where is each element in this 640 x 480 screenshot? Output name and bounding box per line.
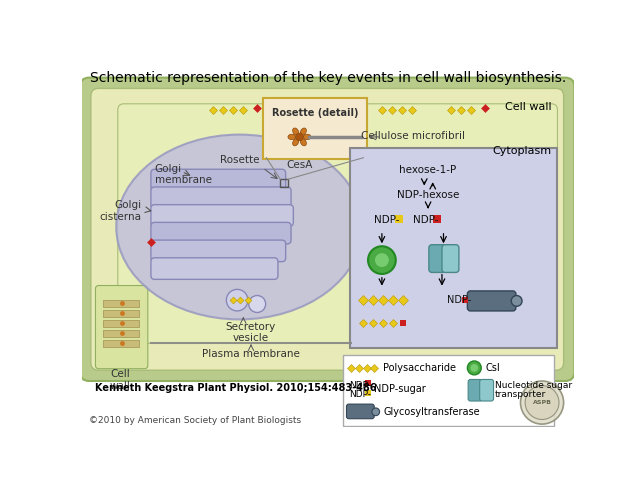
FancyBboxPatch shape [480, 380, 493, 401]
FancyBboxPatch shape [467, 291, 516, 311]
Text: Nucleotide sugar: Nucleotide sugar [495, 381, 572, 390]
Text: Cell
wall: Cell wall [109, 370, 131, 391]
Text: NDP-: NDP- [374, 216, 400, 226]
FancyBboxPatch shape [151, 169, 285, 191]
Text: Plasma membrane: Plasma membrane [202, 348, 300, 359]
Circle shape [368, 246, 396, 274]
FancyBboxPatch shape [151, 204, 293, 226]
Text: NDP-: NDP- [349, 390, 371, 399]
Ellipse shape [303, 134, 311, 140]
Text: Cellulose microfibril: Cellulose microfibril [361, 131, 465, 141]
Text: NDP-hexose: NDP-hexose [397, 190, 460, 200]
Text: NDP-: NDP- [349, 381, 371, 390]
Circle shape [467, 361, 481, 375]
Circle shape [470, 364, 478, 372]
FancyBboxPatch shape [429, 245, 446, 273]
FancyBboxPatch shape [95, 286, 148, 369]
Circle shape [372, 408, 380, 416]
Bar [103, 310, 139, 317]
FancyBboxPatch shape [151, 240, 285, 262]
Ellipse shape [288, 134, 296, 140]
Text: transporter: transporter [495, 390, 547, 399]
FancyBboxPatch shape [91, 88, 564, 370]
FancyBboxPatch shape [151, 258, 278, 279]
FancyBboxPatch shape [468, 380, 482, 401]
Text: Golgi
cisterna: Golgi cisterna [100, 200, 141, 222]
Text: Glycosyltransferase: Glycosyltransferase [383, 407, 480, 417]
FancyBboxPatch shape [349, 148, 557, 348]
Bar [103, 300, 139, 307]
Circle shape [296, 133, 303, 141]
Ellipse shape [300, 128, 307, 135]
Circle shape [249, 296, 266, 312]
Text: NDP-: NDP- [413, 216, 438, 226]
Text: Cytoplasm: Cytoplasm [492, 146, 551, 156]
Text: Secretory
vesicle: Secretory vesicle [226, 322, 276, 343]
Bar [103, 340, 139, 347]
FancyBboxPatch shape [344, 355, 554, 426]
Text: Rosette: Rosette [220, 156, 259, 166]
Text: CsI: CsI [485, 363, 500, 373]
Ellipse shape [300, 139, 307, 146]
FancyBboxPatch shape [151, 222, 291, 244]
Text: Schematic representation of the key events in cell wall biosynthesis.: Schematic representation of the key even… [90, 72, 566, 85]
Text: ©2010 by American Society of Plant Biologists: ©2010 by American Society of Plant Biolo… [90, 416, 301, 425]
Text: ASPB: ASPB [532, 400, 552, 405]
Text: hexose-1-P: hexose-1-P [399, 166, 457, 175]
Bar [103, 330, 139, 337]
Ellipse shape [116, 134, 363, 319]
Text: Golgi
membrane: Golgi membrane [155, 164, 212, 185]
Circle shape [511, 296, 522, 306]
Text: Cell wall: Cell wall [505, 102, 551, 112]
FancyBboxPatch shape [151, 187, 291, 208]
Text: NDP-sugar: NDP-sugar [374, 384, 426, 395]
Bar [280, 179, 288, 187]
Ellipse shape [292, 128, 299, 135]
FancyBboxPatch shape [80, 78, 575, 381]
Ellipse shape [292, 139, 299, 146]
Text: Rosette (detail): Rosette (detail) [271, 108, 358, 118]
Text: Kenneth Keegstra Plant Physiol. 2010;154:483-486: Kenneth Keegstra Plant Physiol. 2010;154… [95, 383, 377, 393]
FancyBboxPatch shape [263, 98, 367, 159]
Text: CesA: CesA [286, 160, 313, 170]
Circle shape [227, 289, 248, 311]
Circle shape [375, 253, 389, 267]
Circle shape [520, 381, 564, 424]
FancyBboxPatch shape [118, 104, 557, 343]
FancyBboxPatch shape [346, 404, 374, 419]
Text: NDP-: NDP- [447, 295, 472, 305]
Bar [103, 320, 139, 327]
Text: Polysaccharide: Polysaccharide [383, 363, 456, 373]
Circle shape [525, 385, 559, 420]
FancyBboxPatch shape [442, 245, 459, 273]
